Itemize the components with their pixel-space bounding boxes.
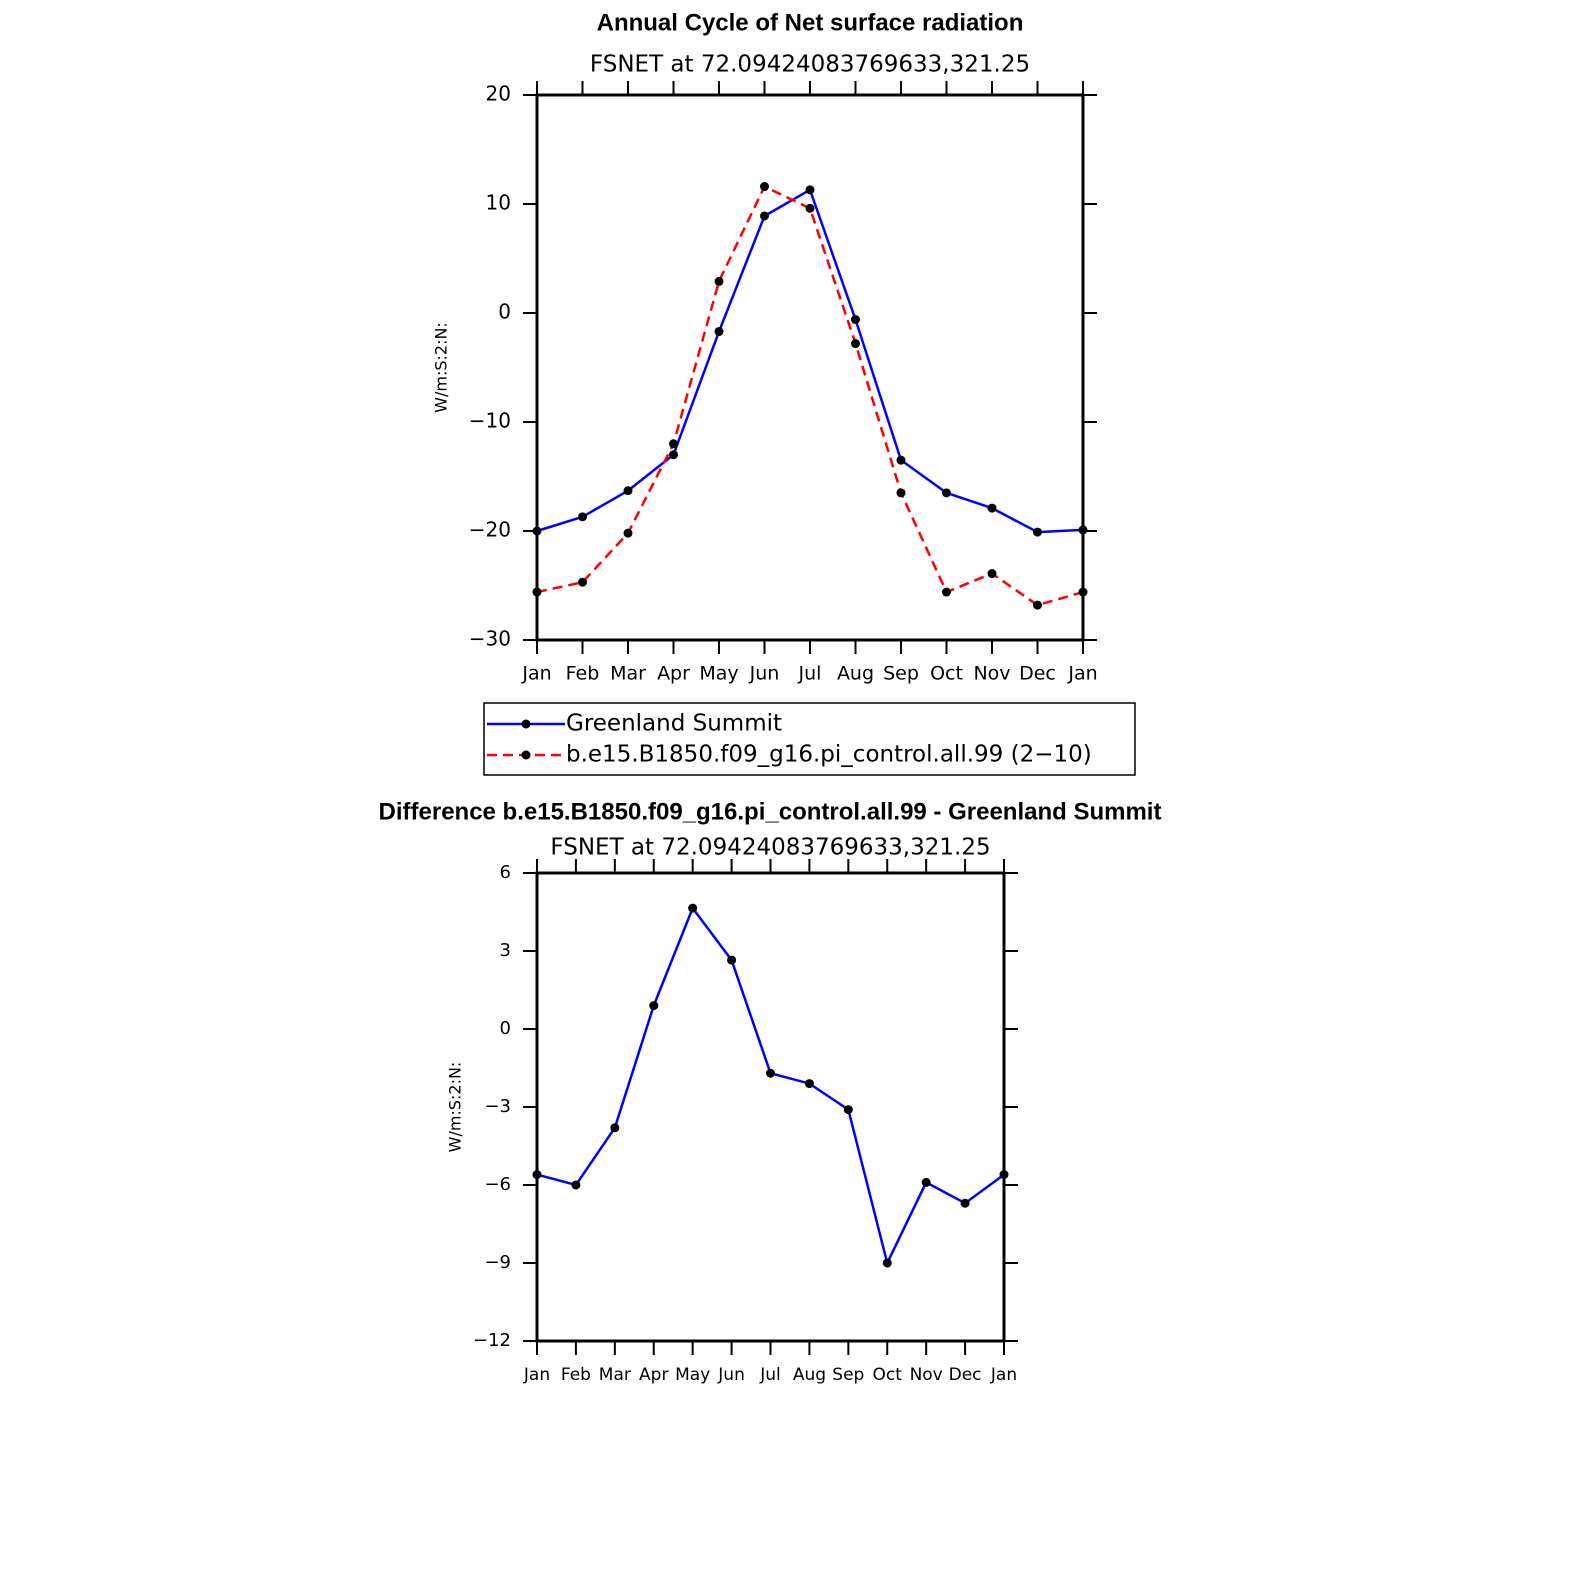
x-tick-label: Jul — [759, 1365, 781, 1385]
data-point — [571, 1180, 581, 1190]
data-point — [623, 486, 633, 496]
data-point — [942, 488, 951, 498]
data-point — [727, 955, 737, 965]
data-point — [714, 276, 724, 286]
y-tick-label: −3 — [484, 1096, 511, 1117]
data-point — [532, 526, 542, 536]
series-line — [536, 184, 1084, 607]
series-line — [536, 905, 1005, 1267]
data-point — [851, 315, 860, 325]
x-tick-label: Mar — [599, 1365, 631, 1385]
x-tick-label: Jun — [749, 663, 780, 685]
y-tick-label: −10 — [469, 409, 511, 433]
data-point — [532, 587, 542, 597]
x-tick-label: Apr — [639, 1365, 668, 1385]
y-tick-label: 0 — [498, 300, 511, 324]
data-point — [532, 1170, 542, 1180]
chart-subtitle: FSNET at 72.09424083769633,321.25 — [590, 52, 1030, 78]
y-tick-label: −20 — [469, 518, 511, 542]
y-tick-label: 6 — [500, 862, 511, 883]
x-tick-label: Jan — [521, 663, 551, 685]
x-tick-label: Aug — [837, 663, 874, 685]
plot-frame — [535, 871, 1006, 1343]
y-tick-label: −12 — [473, 1330, 511, 1351]
data-point — [610, 1123, 620, 1133]
data-point — [805, 203, 815, 213]
data-point — [760, 211, 769, 221]
x-tick-label: Jun — [717, 1365, 745, 1385]
data-point — [578, 577, 587, 587]
legend-marker — [521, 719, 531, 729]
data-point — [649, 1001, 659, 1011]
data-point — [805, 185, 815, 195]
data-point — [578, 512, 587, 522]
data-point — [882, 1258, 892, 1268]
legend-marker — [521, 750, 531, 760]
data-point — [623, 528, 633, 538]
x-tick-label: Aug — [793, 1365, 826, 1385]
data-point — [669, 439, 678, 449]
y-tick-label: −6 — [484, 1174, 511, 1195]
data-point — [714, 327, 724, 337]
x-tick-label: Apr — [657, 663, 690, 685]
data-point — [896, 455, 906, 465]
data-point — [987, 569, 997, 579]
plot-frame — [535, 93, 1085, 642]
data-point — [1078, 587, 1088, 597]
data-point — [896, 488, 906, 498]
x-tick-label: Jan — [1067, 663, 1097, 685]
y-axis-label: W/m:S:2:N: — [432, 322, 451, 413]
y-tick-label: −30 — [469, 627, 511, 651]
x-tick-label: Dec — [1019, 663, 1056, 685]
data-point — [1033, 527, 1042, 537]
y-tick-label: 10 — [486, 191, 511, 215]
x-tick-label: Oct — [930, 663, 963, 685]
data-point — [960, 1198, 970, 1208]
data-point — [987, 503, 997, 513]
data-point — [760, 182, 769, 192]
x-tick-label: Oct — [873, 1365, 903, 1385]
data-point — [942, 587, 951, 597]
y-tick-label: 0 — [500, 1018, 511, 1039]
x-tick-label: Feb — [561, 1365, 591, 1385]
y-tick-label: 20 — [486, 82, 511, 106]
chart-title: Annual Cycle of Net surface radiation — [597, 9, 1024, 36]
y-axis-label: W/m:S:2:N: — [446, 1062, 465, 1153]
x-tick-label: Feb — [566, 663, 600, 685]
series-line — [536, 187, 1084, 534]
legend-label: Greenland Summit — [566, 711, 782, 737]
x-tick-label: Dec — [949, 1365, 982, 1385]
data-point — [999, 1170, 1009, 1180]
x-tick-label: Sep — [832, 1365, 864, 1385]
legend-box — [483, 702, 1136, 776]
chart-title: Difference b.e15.B1850.f09_g16.pi_contro… — [379, 798, 1162, 825]
legend-label: b.e15.B1850.f09_g16.pi_control.all.99 (2… — [566, 742, 1092, 768]
y-tick-label: −9 — [484, 1252, 511, 1273]
x-tick-label: Nov — [973, 663, 1010, 685]
x-tick-label: Jan — [523, 1365, 550, 1385]
x-tick-label: May — [699, 663, 738, 685]
data-point — [804, 1079, 814, 1089]
chart-subtitle: FSNET at 72.09424083769633,321.25 — [550, 835, 990, 861]
x-tick-label: Jul — [798, 663, 822, 685]
data-point — [688, 903, 698, 913]
x-tick-label: Mar — [610, 663, 646, 685]
data-point — [921, 1177, 931, 1187]
y-tick-label: 3 — [500, 940, 511, 961]
x-tick-label: May — [675, 1365, 710, 1385]
x-tick-label: Nov — [910, 1365, 943, 1385]
data-point — [1078, 525, 1088, 535]
data-point — [851, 339, 860, 349]
data-point — [669, 450, 678, 460]
data-point — [843, 1105, 853, 1115]
x-tick-label: Sep — [883, 663, 919, 685]
x-tick-label: Jan — [990, 1365, 1017, 1385]
data-point — [1033, 600, 1042, 610]
data-point — [766, 1068, 775, 1078]
